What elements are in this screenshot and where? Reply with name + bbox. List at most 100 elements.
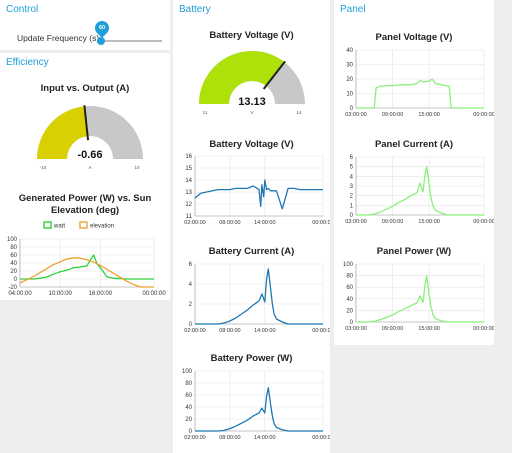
efficiency-group-title: Efficiency xyxy=(6,57,49,68)
io-gauge: -0.66 -10 10 A xyxy=(37,105,143,170)
x-tick-label: 15:00:00 xyxy=(418,112,439,118)
y-tick-label: 20 xyxy=(346,308,353,314)
io-gauge-min: -10 xyxy=(40,165,47,170)
bv-chart-title: Battery Voltage (V) xyxy=(209,139,294,150)
y-tick-label: 60 xyxy=(185,393,192,399)
y-tick-label: 0 xyxy=(350,213,354,219)
bv-gauge-max: 14 xyxy=(296,110,302,115)
y-tick-label: 60 xyxy=(10,253,17,259)
y-tick-label: 100 xyxy=(182,369,193,375)
y-tick-label: 40 xyxy=(10,261,17,267)
x-tick-label: 03:00:00 xyxy=(345,326,366,332)
y-tick-label: 13 xyxy=(185,190,192,196)
io-gauge-value: -0.66 xyxy=(77,149,102,161)
y-tick-label: 80 xyxy=(185,381,192,387)
slider-thumb[interactable] xyxy=(97,37,105,45)
legend-swatch-watt xyxy=(43,221,52,229)
x-tick-label: 02:00:00 xyxy=(184,328,205,334)
y-tick-label: 15 xyxy=(185,166,192,172)
io-gauge-needle xyxy=(83,105,90,141)
x-tick-label: 08:00:00 xyxy=(219,220,240,226)
bp-chart: 100 80 60 40 20 002:00:00 08:00:00 14:00:00 00:0… xyxy=(182,369,330,441)
y-tick-label: 0 xyxy=(189,322,193,328)
control-group-title: Control xyxy=(6,4,39,15)
y-tick-label: 11 xyxy=(186,214,193,220)
y-tick-label: 5 xyxy=(350,165,354,171)
y-tick-label: 30 xyxy=(346,63,353,69)
x-tick-label: 14:00:00 xyxy=(254,435,275,441)
slider-track xyxy=(100,40,162,42)
update-frequency-label: Update Frequency (s) xyxy=(17,33,100,43)
pp-chart: 100 80 60 40 20 003:00:00 09:00:00 15:00:00 00:0… xyxy=(343,262,494,332)
y-tick-label: -20 xyxy=(8,285,17,291)
y-tick-label: 20 xyxy=(185,417,192,423)
y-tick-label: 2 xyxy=(189,302,193,308)
legend-swatch-elevation xyxy=(79,221,88,229)
x-tick-label: 08:00:00 xyxy=(219,435,240,441)
bv-gauge-needle xyxy=(262,60,286,90)
bv-gauge-min: 11 xyxy=(203,110,208,115)
y-tick-label: 12 xyxy=(185,202,192,208)
pc-chart-title: Panel Current (A) xyxy=(374,139,454,150)
bp-chart-title: Battery Power (W) xyxy=(210,353,293,364)
bc-chart: 6 4 2 002:00:00 08:00:00 14:00:00 00:00:00 xyxy=(184,262,330,334)
x-tick-label: 09:00:00 xyxy=(382,112,403,118)
series-line-bpchart xyxy=(195,387,323,432)
bv-gauge-unit: V xyxy=(250,110,253,115)
y-tick-label: 40 xyxy=(185,405,192,411)
slider-value: 60 xyxy=(98,25,106,31)
y-tick-label: 40 xyxy=(346,48,353,54)
y-tick-label: 0 xyxy=(14,277,18,283)
x-tick-label: 00:00:00 xyxy=(473,326,494,332)
y-tick-label: 80 xyxy=(346,274,353,280)
io-gauge-title: Input vs. Output (A) xyxy=(40,83,130,94)
gen-chart-title-line2: Elevation (deg) xyxy=(50,205,120,216)
y-tick-label: 4 xyxy=(350,174,354,180)
update-frequency-slider[interactable] xyxy=(96,28,166,46)
efficiency-group: Efficiency Input vs. Output (A) -0.66 -1… xyxy=(0,53,170,300)
x-tick-label: 03:00:00 xyxy=(345,219,366,225)
x-tick-label: 10:00:00 xyxy=(49,291,73,297)
bv-gauge-fill xyxy=(199,51,285,104)
x-tick-label: 00:00:00 xyxy=(312,328,330,334)
pp-chart-title: Panel Power (W) xyxy=(376,246,452,257)
x-tick-label: 09:00:00 xyxy=(382,219,403,225)
y-tick-label: 0 xyxy=(189,429,193,435)
y-tick-label: 60 xyxy=(346,285,353,291)
battery-group-title: Battery xyxy=(179,4,211,15)
legend-label-elevation: elevation xyxy=(90,224,114,230)
x-tick-label: 00:00:00 xyxy=(312,435,330,441)
legend-label-watt: watt xyxy=(53,224,65,230)
x-tick-label: 00:00:00 xyxy=(473,112,494,118)
control-group: Control Update Frequency (s) 60 xyxy=(0,0,170,50)
y-tick-label: 14 xyxy=(185,178,192,184)
panel-group-title: Panel xyxy=(340,4,366,15)
series-line-elevation xyxy=(19,257,154,288)
y-tick-label: 6 xyxy=(350,155,354,161)
y-tick-label: 20 xyxy=(10,269,17,275)
y-tick-label: 20 xyxy=(346,77,353,83)
y-tick-label: 100 xyxy=(343,262,354,268)
x-tick-label: 08:00:00 xyxy=(219,328,240,334)
bv-gauge: 13.13 11 14 V xyxy=(199,51,305,115)
y-tick-label: 3 xyxy=(350,184,354,190)
y-tick-label: 16 xyxy=(185,154,192,160)
x-tick-label: 15:00:00 xyxy=(418,219,439,225)
y-tick-label: 80 xyxy=(10,245,17,251)
y-tick-label: 0 xyxy=(350,106,354,112)
pv-chart-title: Panel Voltage (V) xyxy=(375,32,453,43)
x-tick-label: 09:00:00 xyxy=(382,326,403,332)
y-tick-label: 0 xyxy=(350,320,354,326)
y-tick-label: 10 xyxy=(346,92,353,98)
x-tick-label: 04:00:00 xyxy=(8,291,32,297)
x-tick-label: 00:00:00 xyxy=(142,291,166,297)
y-tick-label: 2 xyxy=(350,194,354,200)
series-line-bvchart xyxy=(194,179,323,210)
x-tick-label: 02:00:00 xyxy=(184,220,205,226)
x-tick-label: 14:00:00 xyxy=(254,220,275,226)
io-gauge-fill xyxy=(37,106,88,159)
y-tick-label: 4 xyxy=(189,282,193,288)
io-gauge-unit: A xyxy=(88,165,91,170)
x-tick-label: 03:00:00 xyxy=(345,112,366,118)
